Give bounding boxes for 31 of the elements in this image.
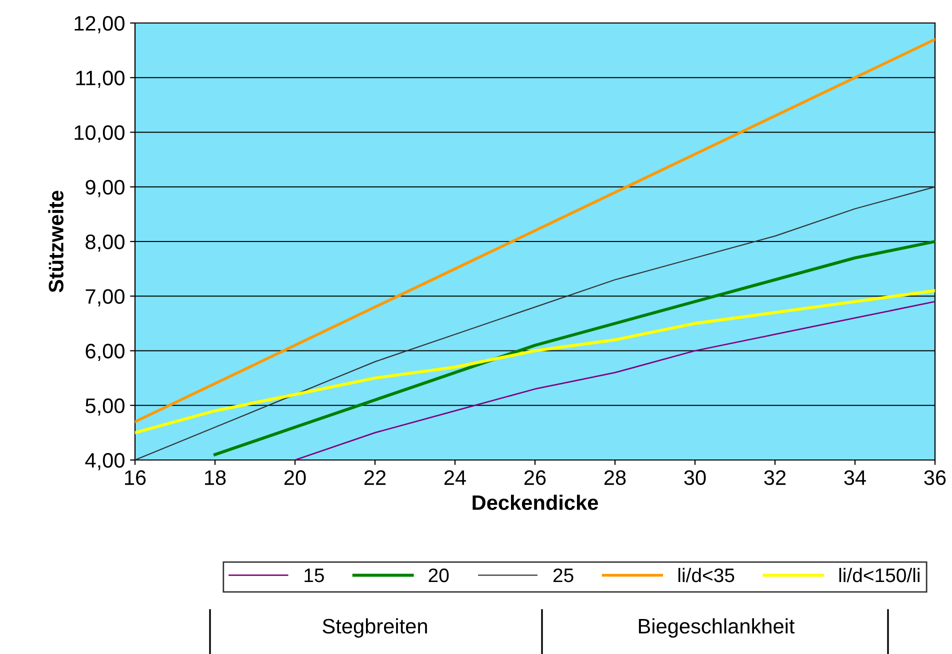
y-tick-label: 11,00 xyxy=(76,70,124,88)
legend-label: 25 xyxy=(553,568,574,582)
x-tick-label: 22 xyxy=(364,470,386,485)
y-tick-label: 12,00 xyxy=(74,16,124,34)
x-tick-label: 34 xyxy=(844,470,866,486)
y-tick-label: 9,00 xyxy=(86,180,124,198)
y-tick-label: 7,00 xyxy=(86,289,124,306)
x-tick-label: 30 xyxy=(684,470,706,486)
line-series xyxy=(294,300,935,460)
x-tick-label: 18 xyxy=(205,470,226,486)
x-tick-label: 20 xyxy=(284,470,306,486)
line-series xyxy=(213,240,935,456)
text: Stegbreiten xyxy=(322,618,427,638)
y-axis-title: Stützweite xyxy=(48,190,64,292)
y-tick-label: 6,00 xyxy=(86,344,124,361)
x-tick-label: 32 xyxy=(764,470,786,486)
text: Biegeschlankheit xyxy=(638,618,795,638)
legend-label: li/d<150/li xyxy=(839,568,920,582)
x-axis-title: Deckendicke xyxy=(472,494,598,510)
legend-label: 20 xyxy=(428,568,449,582)
x-tick-label: 28 xyxy=(604,470,626,486)
y-tick-label: 10,00 xyxy=(74,125,124,142)
y-tick-label: 4,00 xyxy=(85,453,124,470)
x-tick-label: 26 xyxy=(524,470,546,486)
y-tick-label: 5,00 xyxy=(86,398,124,416)
legend-label: li/d<35 xyxy=(678,568,734,582)
x-tick-label: 24 xyxy=(444,470,466,485)
x-tick-label: 16 xyxy=(125,470,146,486)
legend-label: 15 xyxy=(304,568,324,582)
x-tick-label: 36 xyxy=(924,470,946,486)
y-tick-label: 8,00 xyxy=(86,234,124,252)
